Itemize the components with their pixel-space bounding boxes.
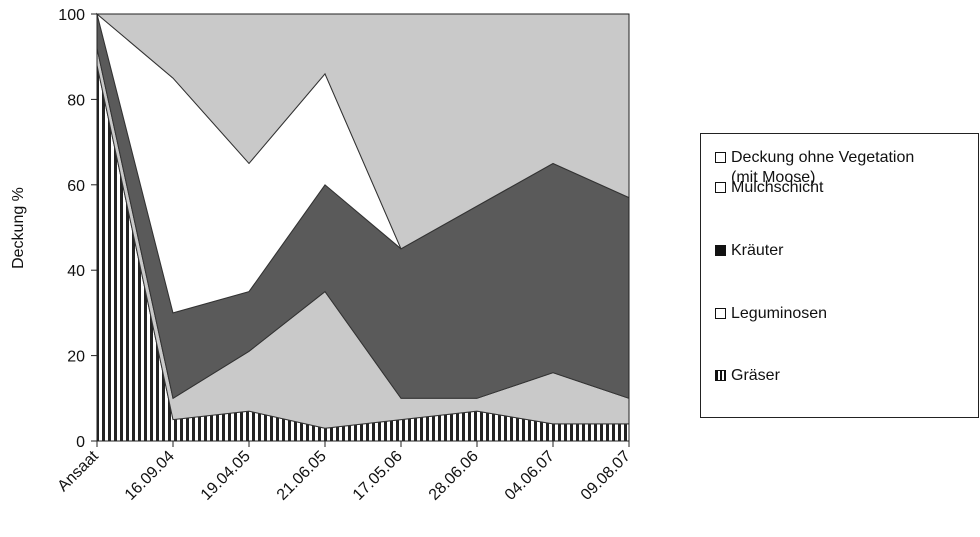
legend-swatch bbox=[715, 370, 726, 381]
legend-label: Gräser bbox=[731, 367, 780, 384]
legend-item-leguminosen: Leguminosen bbox=[715, 304, 827, 324]
legend: Deckung ohne Vegetation (mit Moose) Mulc… bbox=[700, 133, 979, 418]
legend-swatch bbox=[715, 245, 726, 256]
y-axis-label: Deckung % bbox=[10, 187, 27, 269]
x-tick-label: 04.06.07 bbox=[502, 448, 558, 504]
y-tick-label: 40 bbox=[67, 263, 85, 280]
legend-swatch bbox=[715, 152, 726, 163]
x-tick-label: 28.06.06 bbox=[426, 448, 482, 504]
x-tick-label: 21.06.05 bbox=[274, 448, 330, 504]
x-tick-label: 17.05.06 bbox=[350, 448, 406, 504]
legend-label: Mulchschicht bbox=[731, 179, 824, 196]
legend-item-mulchschicht: Mulchschicht bbox=[715, 178, 823, 198]
legend-item-graeser: Gräser bbox=[715, 366, 780, 386]
x-tick-label: 09.08.07 bbox=[578, 448, 634, 504]
y-tick-label: 0 bbox=[76, 434, 85, 451]
x-tick-label: Ansaat bbox=[55, 447, 103, 495]
y-tick-label: 100 bbox=[58, 7, 85, 24]
legend-label: Deckung ohne Vegetation (mit Moose) bbox=[731, 149, 915, 186]
legend-item-kraeuter: Kräuter bbox=[715, 241, 783, 261]
y-tick-label: 60 bbox=[67, 178, 85, 195]
legend-label: Leguminosen bbox=[731, 305, 828, 322]
x-tick-label: 16.09.04 bbox=[122, 448, 178, 504]
legend-swatch bbox=[715, 182, 726, 193]
plot-frame bbox=[96, 13, 630, 442]
y-tick-label: 20 bbox=[67, 349, 85, 366]
x-tick-label: 19.04.05 bbox=[198, 448, 254, 504]
y-tick-label: 80 bbox=[67, 92, 85, 109]
legend-item-ohne-vegetation: Deckung ohne Vegetation (mit Moose) bbox=[715, 148, 914, 188]
legend-swatch bbox=[715, 308, 726, 319]
legend-label: Kräuter bbox=[731, 242, 784, 259]
